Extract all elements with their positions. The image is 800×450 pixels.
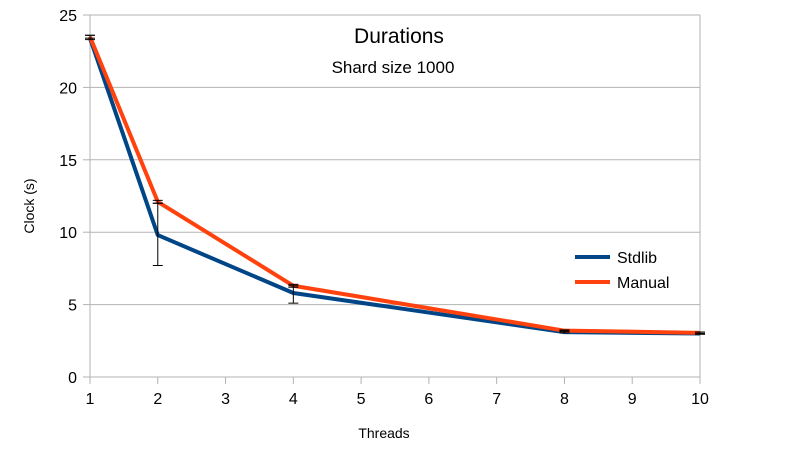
label-layer: 0 5 10 15 20 25 1 2 3 4 5 6 7 8 9 10	[59, 8, 709, 408]
error-bar-manual	[85, 34, 95, 39]
x-tick-label: 3	[221, 391, 230, 408]
series-line-manual	[88, 35, 701, 335]
y-tick-label: 15	[59, 153, 77, 170]
chart-title: Durations	[354, 25, 444, 48]
y-tick-label: 25	[59, 8, 77, 25]
series-line-stdlib	[88, 37, 701, 336]
x-tick-label: 1	[86, 391, 95, 408]
x-tick-label: 8	[560, 391, 569, 408]
x-axis-title: Threads	[358, 425, 409, 441]
grid-layer	[90, 14, 701, 378]
error-bar-manual	[152, 199, 163, 204]
x-tick-label: 5	[357, 391, 366, 408]
error-bar-manual	[695, 331, 705, 335]
chart-subtitle: Shard size 1000	[332, 58, 455, 77]
y-tick-label: 10	[59, 225, 77, 242]
series-layer	[88, 35, 701, 336]
error-bar-stdlib	[152, 202, 163, 267]
x-tick-label: 4	[289, 391, 298, 408]
x-tick-label: 9	[628, 391, 637, 408]
y-tick-label: 20	[59, 80, 77, 97]
axis-layer	[83, 14, 701, 384]
x-tick-label: 2	[153, 391, 162, 408]
x-tick-label: 10	[691, 391, 709, 408]
error-bar-layer	[85, 34, 705, 335]
x-tick-label: 6	[424, 391, 433, 408]
error-bar-manual	[288, 283, 299, 288]
y-axis-title: Clock (s)	[21, 178, 37, 233]
legend: Stdlib Manual	[575, 250, 669, 292]
y-tick-label: 5	[68, 298, 77, 315]
legend-label-manual: Manual	[617, 275, 669, 292]
legend-label-stdlib: Stdlib	[617, 250, 657, 267]
x-tick-label: 7	[492, 391, 501, 408]
error-bar-manual	[559, 329, 570, 332]
y-tick-label: 0	[68, 370, 77, 387]
